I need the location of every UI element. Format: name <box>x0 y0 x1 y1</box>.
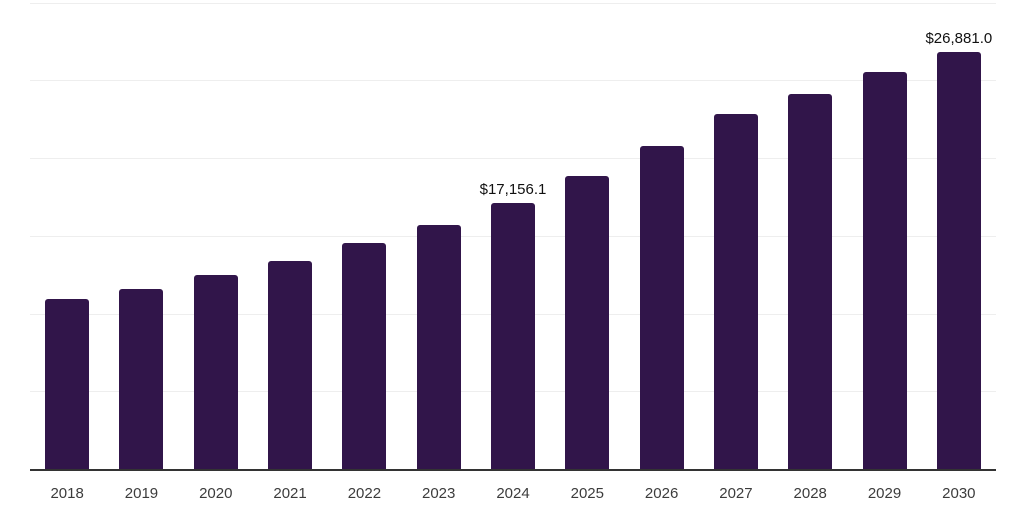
bar-2020 <box>193 275 238 470</box>
bar-2022 <box>342 243 387 470</box>
x-tick-label: 2021 <box>273 485 307 502</box>
bar-2023 <box>416 224 461 470</box>
x-tick-label: 2020 <box>199 485 233 502</box>
x-tick-label: 2018 <box>50 485 84 502</box>
bar-2030 <box>936 51 981 470</box>
bar-value-label: $26,881.0 <box>925 29 993 47</box>
x-tick-label: 2030 <box>942 485 976 502</box>
x-tick-label: 2025 <box>570 485 604 502</box>
gridline <box>30 158 996 159</box>
x-axis-line <box>30 469 996 471</box>
bar-2024 <box>491 202 535 470</box>
bar-2025 <box>565 176 610 470</box>
x-tick-label: 2027 <box>719 485 753 502</box>
bar-2021 <box>268 260 313 470</box>
bar-2019 <box>119 289 164 470</box>
x-tick-label: 2023 <box>422 485 456 502</box>
bar-value-label: $17,156.1 <box>479 180 547 198</box>
x-tick-label: 2028 <box>793 485 827 502</box>
x-tick-label: 2026 <box>644 485 679 502</box>
bar-2027 <box>713 113 758 470</box>
x-tick-label: 2022 <box>347 485 382 502</box>
bar-2029 <box>862 72 907 470</box>
x-tick-label: 2024 <box>496 485 530 502</box>
gridline <box>30 2 996 4</box>
x-tick-label: 2019 <box>124 485 159 502</box>
bar-2028 <box>788 93 833 470</box>
gridline <box>30 80 996 82</box>
bar-2018 <box>45 299 90 470</box>
bar-2026 <box>639 145 684 470</box>
x-tick-label: 2029 <box>867 485 902 502</box>
